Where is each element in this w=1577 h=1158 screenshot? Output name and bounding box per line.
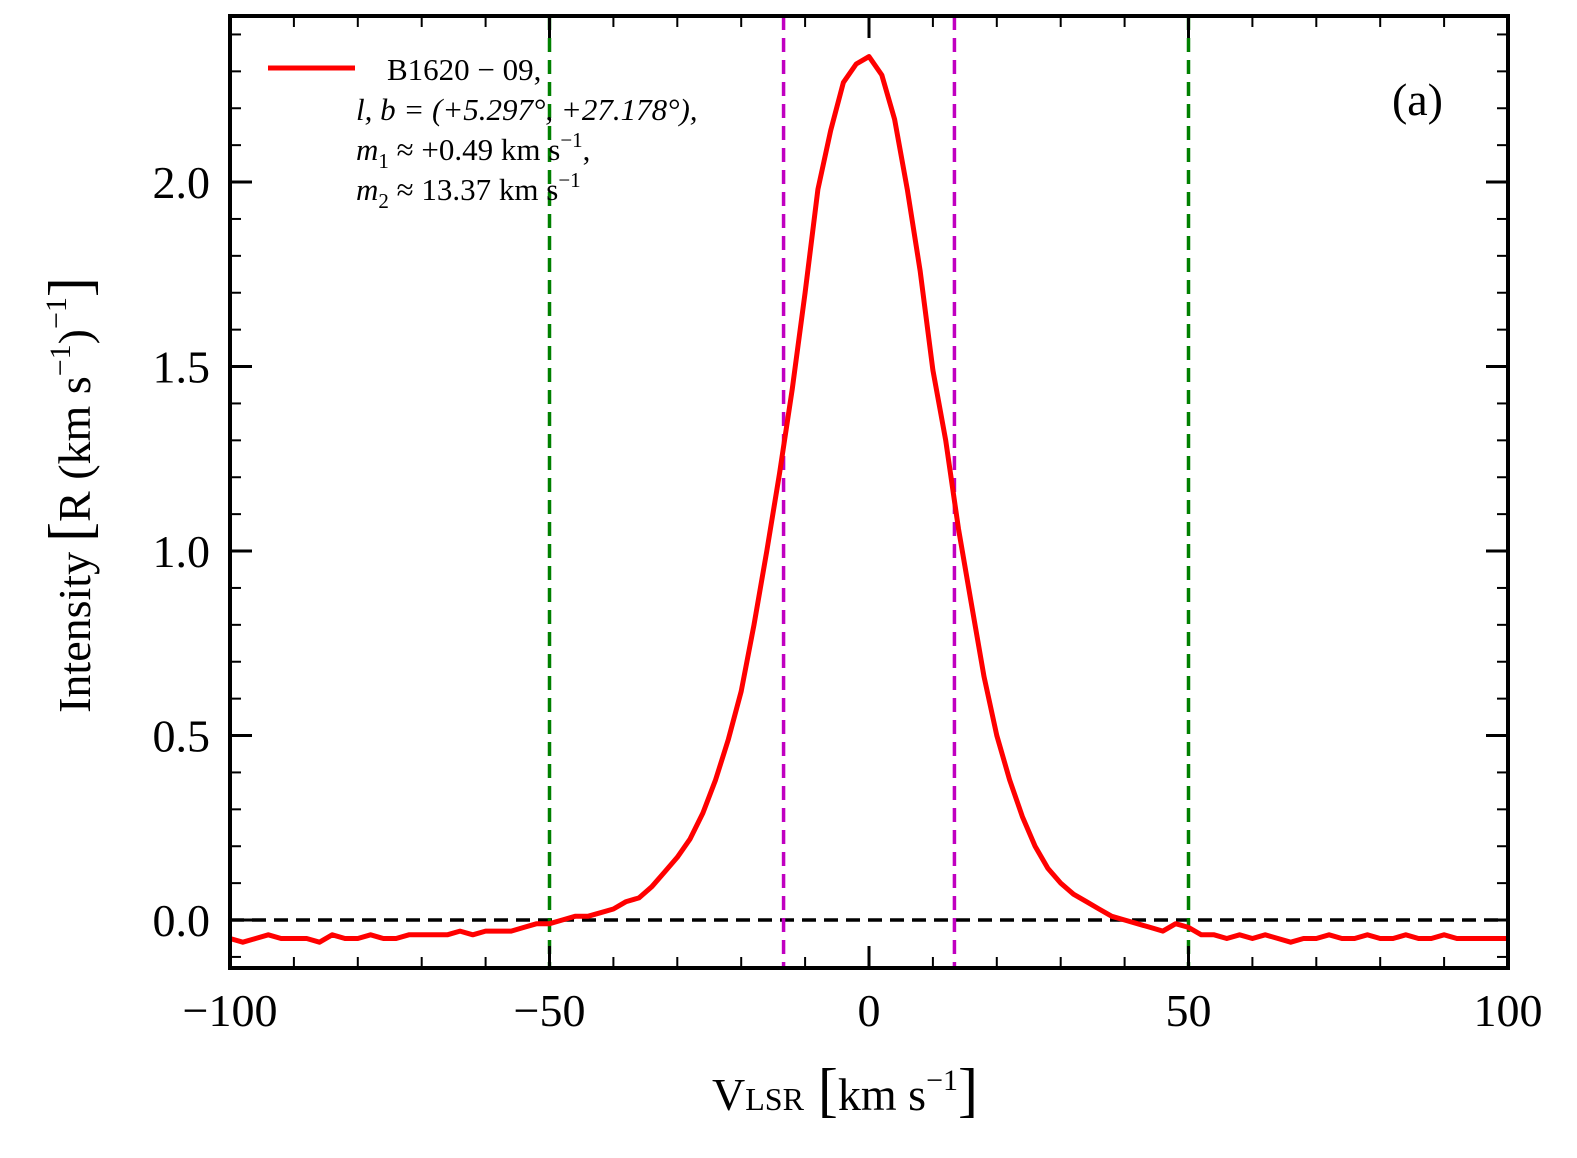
svg-text:Intensity[R (km s−1)−1]: Intensity[R (km s−1)−1]	[37, 277, 103, 713]
x-axis-title-main: V	[712, 1069, 745, 1120]
x-tick-label: −100	[183, 985, 278, 1036]
y-tick-label: 2.0	[153, 157, 211, 208]
y-axis-title-main: Intensity	[49, 552, 100, 713]
x-tick-label: 0	[858, 985, 881, 1036]
x-axis-title-sub: LSR	[745, 1081, 804, 1117]
legend-coordinates: l, b = (+5.297°, +27.178°),	[356, 92, 698, 127]
y-tick-label: 1.5	[153, 342, 211, 393]
data-layer	[229, 54, 1508, 945]
svg-text:VLSR[km s−1]: VLSR [km s−1]	[712, 1057, 978, 1123]
y-tick-label: 0.5	[153, 711, 211, 762]
series-line-0	[229, 54, 1508, 945]
y-tick-label: 1.0	[153, 526, 211, 577]
y-axis-title: Intensity[R (km s−1)−1]	[37, 277, 103, 713]
x-tick-label: 50	[1166, 985, 1212, 1036]
x-axis-title-exp: −1	[926, 1064, 958, 1097]
legend-m2: m2 ≈ 13.37 km s−1	[356, 168, 581, 213]
x-axis-title-units: km s	[838, 1069, 926, 1120]
x-tick-label: 100	[1474, 985, 1543, 1036]
tick-labels-layer: −100 −50 0 50 100 0.0 0.5 1.0 1.5 2.0	[153, 157, 1543, 1036]
legend-series-name: B1620 − 09,	[387, 52, 541, 87]
y-axis-title-units: R (km s	[49, 376, 100, 522]
x-tick-label: −50	[514, 985, 586, 1036]
y-tick-label: 0.0	[153, 895, 211, 946]
panel-label: (a)	[1392, 74, 1443, 125]
legend-m1: m1 ≈ +0.49 km s−1,	[356, 128, 590, 173]
axes-layer	[228, 14, 1510, 970]
x-axis-title: VLSR [km s−1]	[712, 1057, 978, 1123]
y-axis-title-exp-inner: −1	[44, 344, 77, 376]
y-axis-title-exp-outer: −1	[40, 297, 73, 329]
legend: B1620 − 09, l, b = (+5.297°, +27.178°), …	[268, 52, 698, 213]
